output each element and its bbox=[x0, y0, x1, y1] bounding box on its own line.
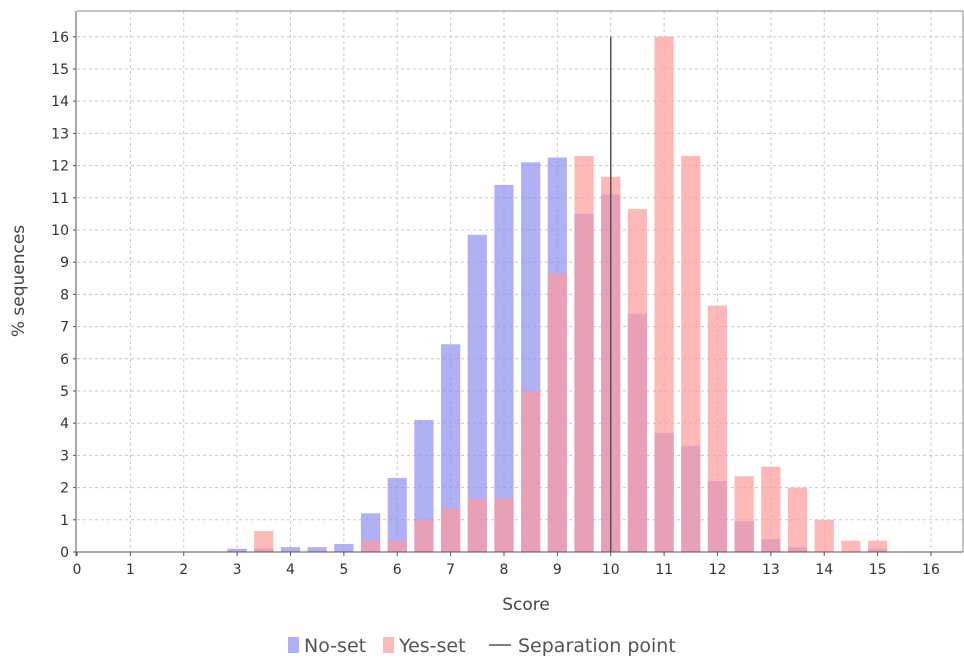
legend-swatch-no-set bbox=[288, 637, 299, 653]
series-yes-set bbox=[254, 36, 888, 553]
y-tick-label: 2 bbox=[60, 481, 69, 497]
x-tick-label: 9 bbox=[553, 562, 562, 578]
bar-no-set-5 bbox=[334, 543, 354, 552]
x-tick-label: 3 bbox=[233, 562, 242, 578]
bars-layer bbox=[227, 36, 888, 553]
y-tick-label: 0 bbox=[60, 545, 69, 561]
y-tick-label: 11 bbox=[51, 191, 69, 207]
y-tick-label: 4 bbox=[60, 416, 69, 432]
x-tick-label: 12 bbox=[709, 562, 727, 578]
bar-yes-set-11 bbox=[654, 36, 674, 552]
x-tick-label: 7 bbox=[446, 562, 455, 578]
axes-layer bbox=[73, 10, 964, 556]
bar-yes-set-13.5 bbox=[787, 487, 808, 552]
bar-yes-set-3.5 bbox=[254, 531, 274, 552]
bar-yes-set-6.5 bbox=[414, 519, 434, 552]
y-tick-label: 5 bbox=[60, 384, 69, 400]
x-tick-label: 6 bbox=[393, 562, 402, 578]
x-tick-label: 11 bbox=[655, 562, 673, 578]
x-tick-label: 2 bbox=[179, 562, 188, 578]
legend-label-separation-point: Separation point bbox=[518, 635, 676, 657]
bar-yes-set-12 bbox=[707, 305, 728, 552]
x-tick-label: 4 bbox=[286, 562, 295, 578]
y-tick-label: 12 bbox=[51, 159, 69, 175]
bar-no-set-4 bbox=[280, 547, 301, 552]
x-axis-label: Score bbox=[502, 595, 550, 615]
bar-yes-set-14 bbox=[814, 519, 834, 552]
y-tick-label: 1 bbox=[60, 513, 69, 529]
bar-yes-set-9.5 bbox=[574, 155, 594, 552]
bar-yes-set-10.5 bbox=[627, 209, 648, 553]
y-tick-label: 13 bbox=[51, 126, 69, 142]
bar-no-set-6 bbox=[387, 477, 407, 552]
bar-yes-set-7.5 bbox=[467, 498, 487, 552]
y-tick-label: 9 bbox=[60, 255, 69, 271]
x-tick-label: 10 bbox=[602, 562, 620, 578]
y-axis-label: % sequences bbox=[9, 225, 29, 337]
x-tick-label: 0 bbox=[73, 562, 82, 578]
bar-yes-set-11.5 bbox=[681, 155, 701, 552]
bar-yes-set-5.5 bbox=[360, 540, 381, 552]
x-tick-label: 1 bbox=[126, 562, 135, 578]
x-tick-label: 8 bbox=[500, 562, 509, 578]
bar-no-set-3 bbox=[227, 548, 247, 552]
bar-yes-set-6 bbox=[387, 540, 407, 552]
x-tick-label: 15 bbox=[869, 562, 887, 578]
bar-yes-set-14.5 bbox=[841, 540, 861, 552]
bar-yes-set-8.5 bbox=[521, 390, 541, 552]
bar-yes-set-7 bbox=[441, 508, 461, 552]
x-tick-label: 14 bbox=[815, 562, 833, 578]
bar-yes-set-9 bbox=[547, 273, 567, 552]
y-tick-label: 14 bbox=[51, 94, 69, 110]
y-tick-label: 16 bbox=[51, 30, 69, 46]
bar-yes-set-8 bbox=[494, 498, 514, 552]
bar-no-set-6.5 bbox=[414, 419, 434, 552]
bar-no-set-4.5 bbox=[307, 547, 327, 552]
y-tick-label: 3 bbox=[60, 448, 69, 464]
legend-label-yes-set: Yes-set bbox=[398, 635, 466, 657]
bar-no-set-7.5 bbox=[467, 234, 487, 552]
bar-no-set-8 bbox=[494, 184, 514, 552]
x-tick-label: 16 bbox=[922, 562, 940, 578]
grid-lines bbox=[77, 11, 963, 552]
legend-label-no-set: No-set bbox=[304, 635, 366, 657]
y-tick-label: 6 bbox=[60, 352, 69, 368]
y-tick-label: 7 bbox=[60, 320, 69, 336]
x-tick-labels: 0 1 2 3 4 5 6 7 8 9 10 11 12 13 14 15 16 bbox=[73, 552, 940, 578]
plot-background bbox=[77, 11, 963, 552]
y-tick-label: 15 bbox=[51, 62, 69, 78]
bar-yes-set-13 bbox=[761, 466, 781, 552]
y-tick-label: 10 bbox=[51, 223, 69, 239]
x-tick-label: 13 bbox=[762, 562, 780, 578]
x-tick-label: 5 bbox=[339, 562, 348, 578]
bar-no-set-7 bbox=[441, 344, 461, 552]
legend: No-set Yes-set Separation point bbox=[288, 635, 676, 657]
bar-yes-set-12.5 bbox=[734, 476, 754, 552]
bar-yes-set-15 bbox=[868, 540, 888, 552]
y-tick-label: 8 bbox=[60, 287, 69, 303]
legend-swatch-yes-set bbox=[383, 637, 394, 653]
